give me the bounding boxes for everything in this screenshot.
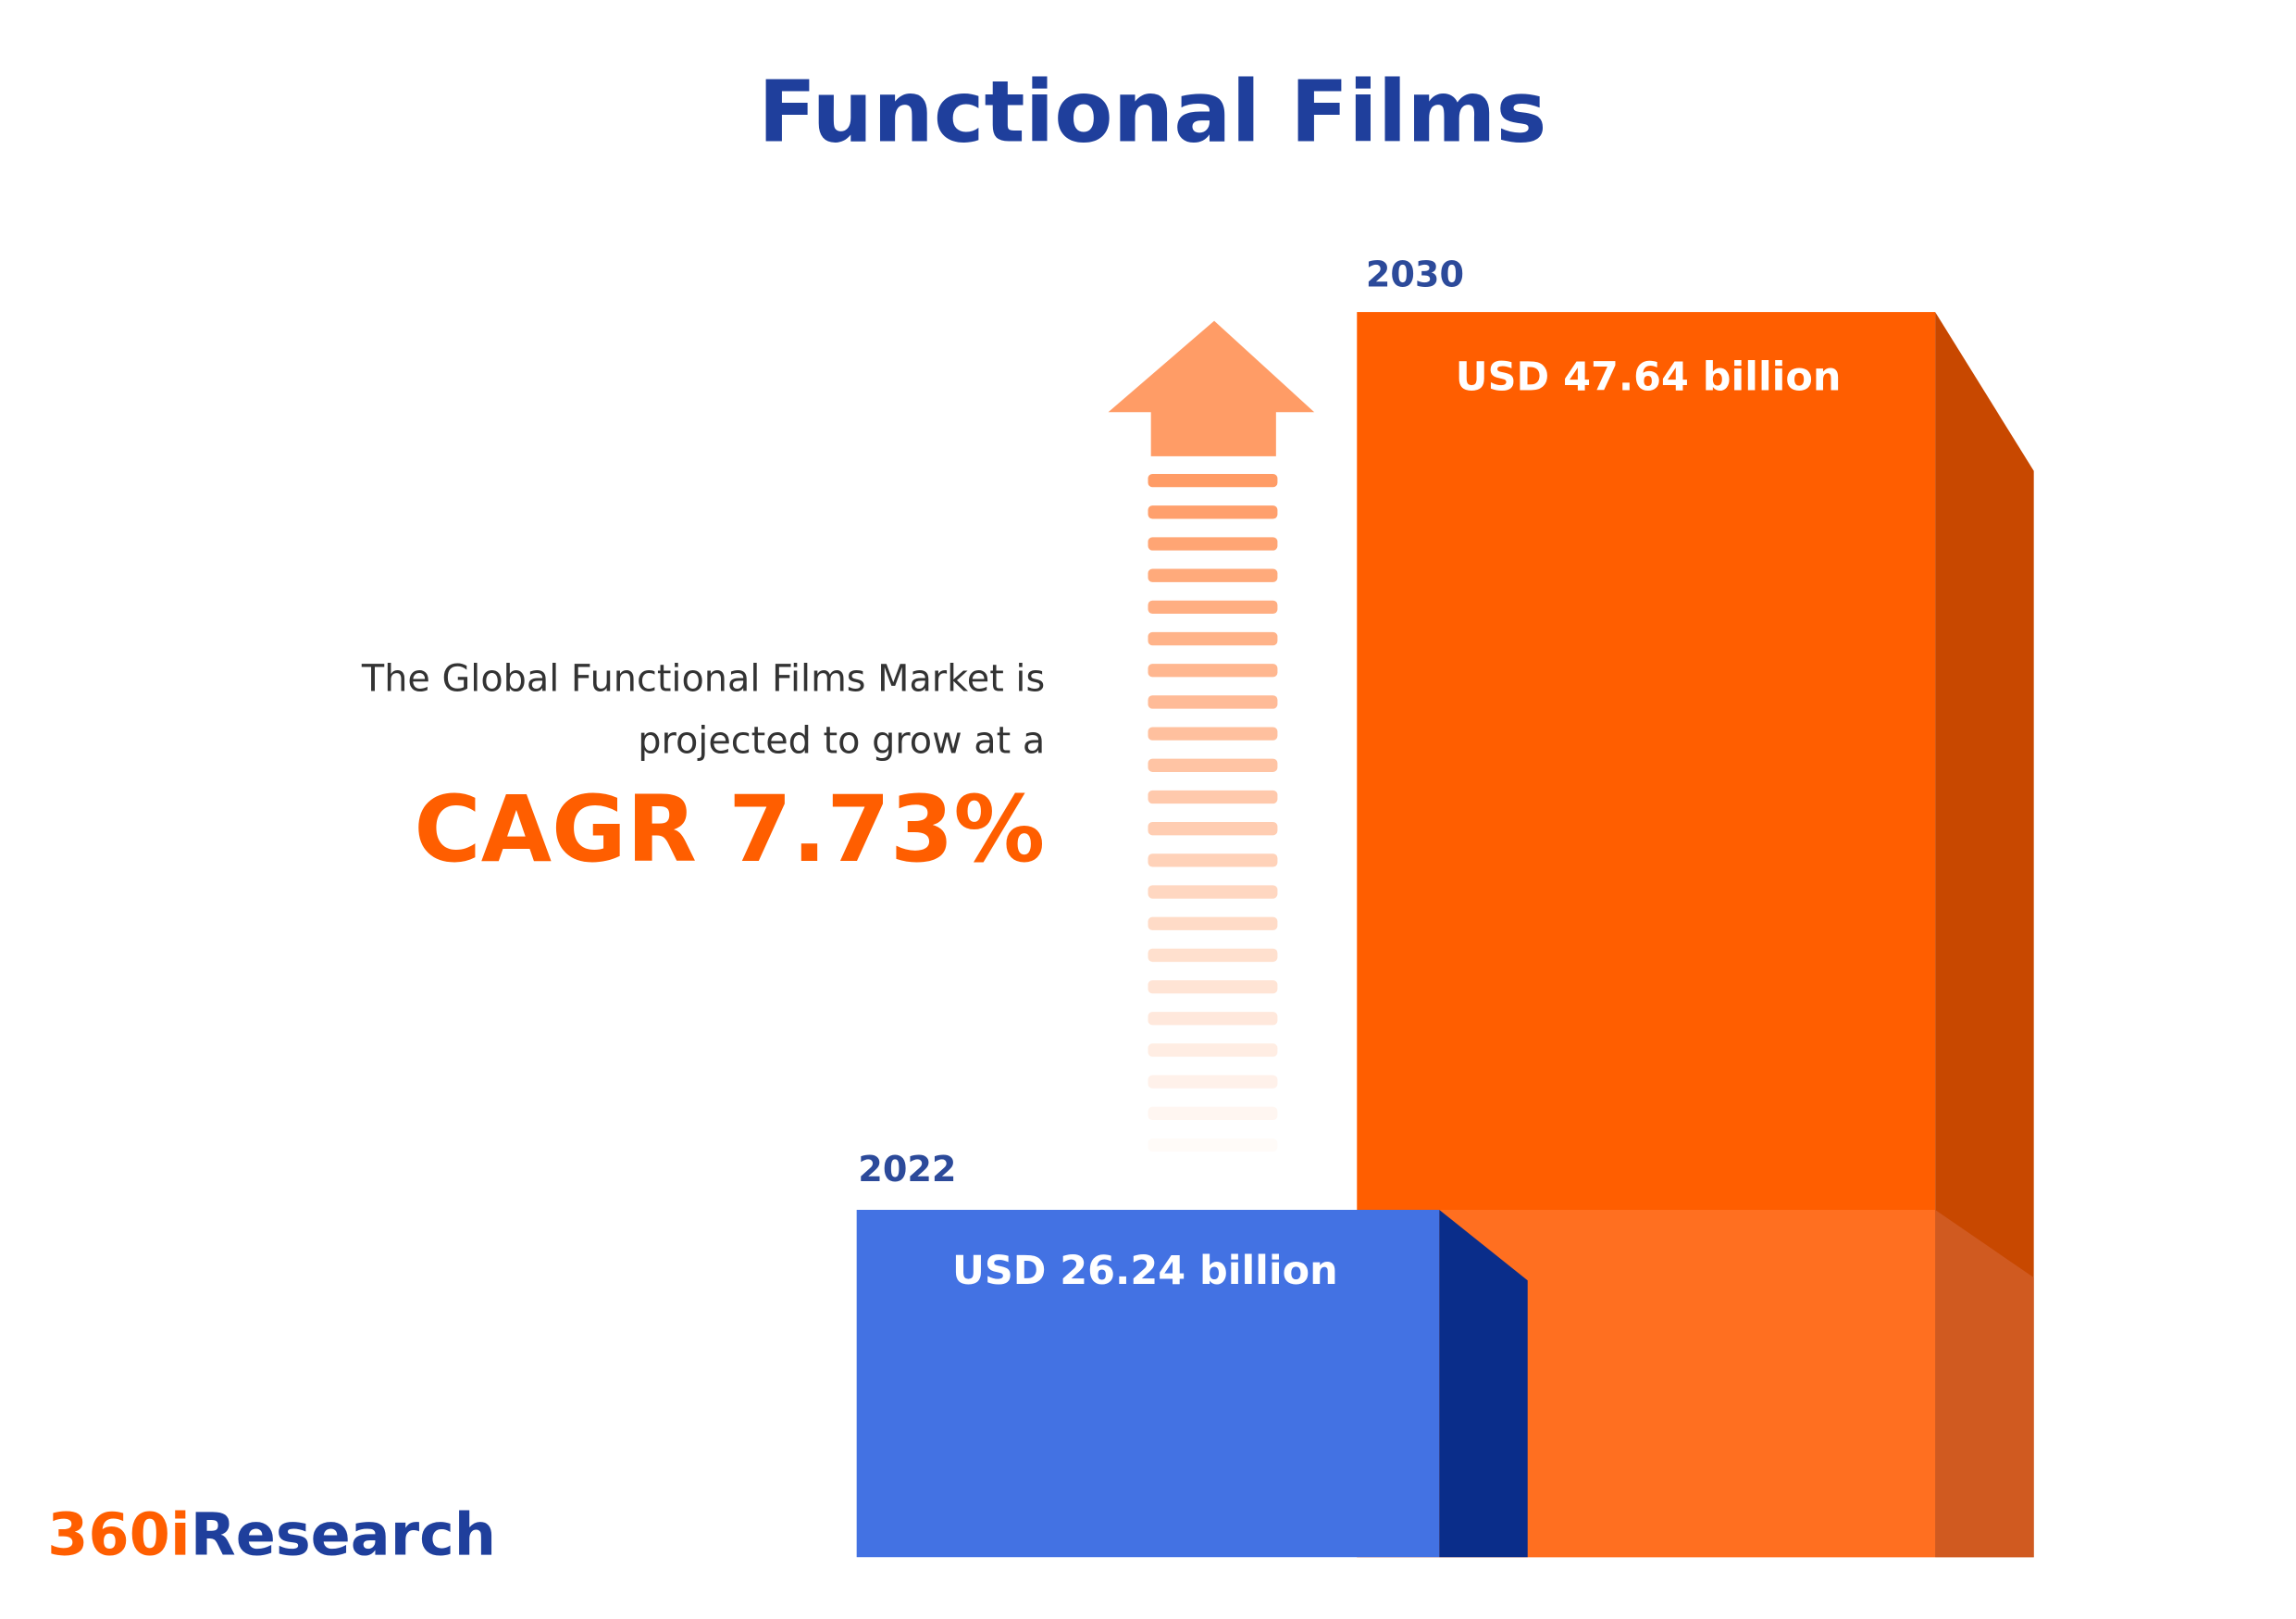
- arrow-stripe: [1148, 568, 1278, 582]
- growth-arrow: [1108, 320, 1315, 1152]
- bar-2030-lower-side: [1935, 1209, 2034, 1558]
- arrow-stripe: [1148, 600, 1278, 615]
- value-label: USD 47.64 billion: [1456, 355, 1842, 401]
- arrow-stripe: [1148, 758, 1278, 772]
- arrow-stripe: [1148, 1106, 1278, 1120]
- description-line: projected to grow at a: [638, 719, 1045, 762]
- year-label: 2022: [858, 1149, 956, 1189]
- arrow-stripe: [1148, 631, 1278, 646]
- cagr: CAGR 7.73%: [414, 777, 1045, 883]
- logo-part: 360i: [47, 1500, 191, 1568]
- arrow-stripe: [1148, 916, 1278, 930]
- title: Functional Films: [758, 62, 1546, 162]
- bar-2022-side: [1439, 1209, 1528, 1558]
- arrow-stripe: [1148, 885, 1278, 899]
- arrow-stripe: [1148, 979, 1278, 994]
- arrow-stripe: [1148, 473, 1278, 488]
- arrow-stripe: [1148, 505, 1278, 519]
- arrow-stripe: [1148, 822, 1278, 836]
- bar-2022-front: [856, 1209, 1440, 1558]
- year-label: 2030: [1366, 254, 1464, 294]
- arrow-stripe: [1148, 1138, 1278, 1152]
- arrow-stripe: [1148, 727, 1278, 741]
- arrow-stripe: [1148, 537, 1278, 551]
- arrow-stripe: [1148, 948, 1278, 963]
- arrow-shaft: [1150, 410, 1276, 456]
- logo-part: Research: [191, 1500, 496, 1568]
- arrow-stripe: [1148, 1043, 1278, 1057]
- arrow-stripe: [1148, 1075, 1278, 1089]
- description-line: The Global Functional Films Market is: [361, 658, 1045, 701]
- value-label: USD 26.24 billion: [952, 1248, 1338, 1294]
- arrow-stripe: [1148, 790, 1278, 804]
- arrow-stripe: [1148, 1012, 1278, 1026]
- arrow-stripe: [1148, 695, 1278, 709]
- arrow-head: [1108, 320, 1315, 413]
- logo: 360iResearch: [47, 1500, 496, 1568]
- arrow-stripe: [1148, 664, 1278, 678]
- arrow-stripe: [1148, 853, 1278, 867]
